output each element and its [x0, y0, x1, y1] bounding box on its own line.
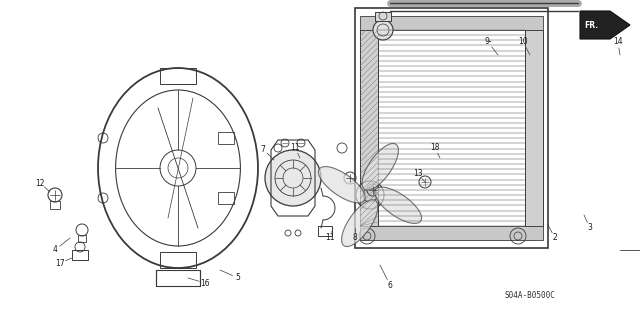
Text: 11: 11 [325, 234, 335, 242]
Bar [160, 252, 196, 268]
Text: 9-: 9- [484, 38, 492, 47]
Bar [160, 68, 196, 84]
Text: S04A-B0500C: S04A-B0500C [504, 291, 556, 300]
Text: 12: 12 [35, 179, 45, 188]
Text: 3: 3 [588, 224, 593, 233]
Bar [156, 270, 200, 286]
Ellipse shape [362, 144, 399, 190]
Text: 4: 4 [52, 246, 58, 255]
Bar [318, 226, 332, 236]
Bar [360, 16, 543, 30]
Text: 16: 16 [200, 278, 210, 287]
Text: 14: 14 [613, 38, 623, 47]
Text: 17: 17 [55, 258, 65, 268]
Text: 2: 2 [552, 234, 557, 242]
Bar [78, 235, 86, 242]
Polygon shape [580, 11, 630, 39]
Text: 7: 7 [260, 145, 266, 153]
Text: 11: 11 [291, 144, 300, 152]
Text: 18: 18 [430, 144, 440, 152]
Text: 5: 5 [236, 273, 241, 283]
Ellipse shape [342, 200, 378, 247]
Text: 13: 13 [413, 169, 423, 179]
Circle shape [265, 150, 321, 206]
Text: 8: 8 [353, 234, 357, 242]
Ellipse shape [319, 167, 365, 203]
Bar [72, 250, 88, 260]
Text: 10: 10 [518, 38, 528, 47]
Bar [50, 201, 60, 209]
Bar [375, 12, 391, 21]
Bar [355, 8, 548, 248]
Ellipse shape [375, 187, 422, 223]
Text: FR.: FR. [584, 21, 598, 31]
Text: 6: 6 [388, 280, 392, 290]
Bar [360, 226, 543, 240]
Bar [525, 30, 543, 226]
Bar [218, 192, 234, 204]
Bar [218, 132, 234, 144]
Bar [360, 30, 378, 226]
Circle shape [373, 20, 393, 40]
